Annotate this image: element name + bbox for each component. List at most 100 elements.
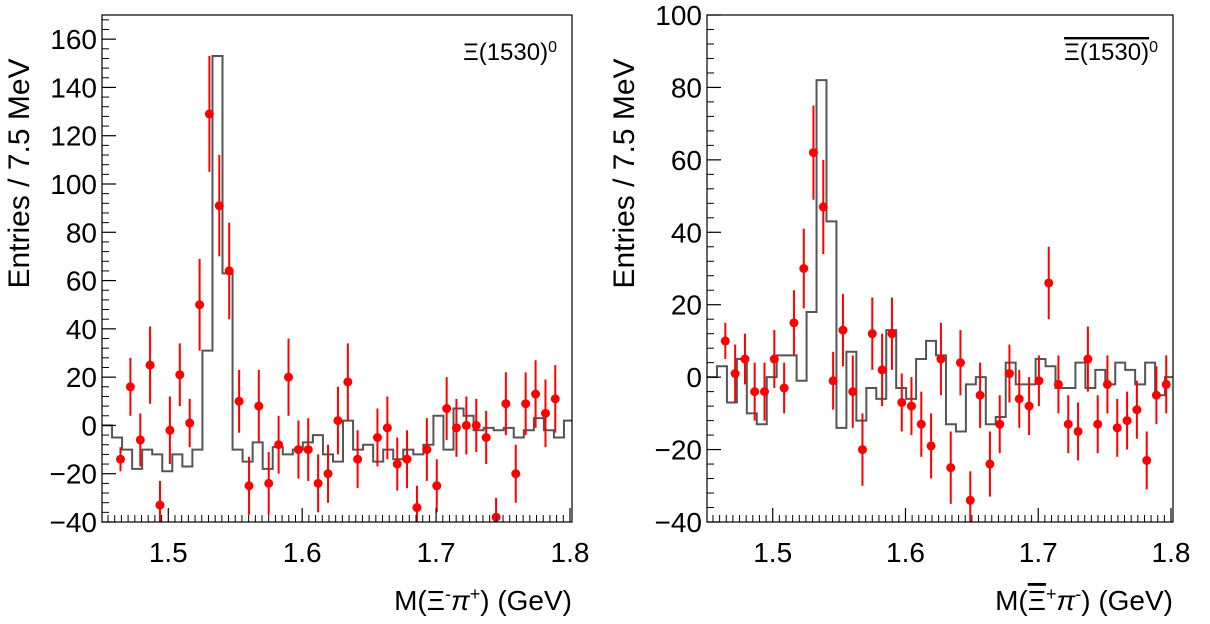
marker <box>857 445 867 455</box>
x-tick-label: 1.8 <box>1152 537 1191 568</box>
y-tick-label: 20 <box>671 290 702 321</box>
marker <box>1102 379 1112 389</box>
marker <box>422 445 432 455</box>
marker <box>343 377 353 387</box>
y-tick-label: 60 <box>671 145 702 176</box>
data-point <box>759 362 769 421</box>
data-point <box>1142 431 1152 490</box>
data-point <box>471 398 481 452</box>
marker <box>274 440 284 450</box>
x-axis-label-part: π <box>1056 585 1076 616</box>
plot-area <box>102 55 572 522</box>
marker <box>204 109 214 119</box>
marker <box>175 370 185 380</box>
marker <box>759 387 769 397</box>
data-point <box>975 362 985 428</box>
mc-histogram <box>102 55 572 473</box>
marker <box>165 425 175 435</box>
marker <box>1044 278 1054 288</box>
data-point <box>155 480 165 522</box>
data-point <box>234 369 244 433</box>
marker <box>1063 419 1073 429</box>
marker <box>284 372 294 382</box>
y-tick-label: 40 <box>671 217 702 248</box>
marker <box>946 463 956 473</box>
y-tick-label: 80 <box>671 72 702 103</box>
data-point <box>789 290 799 356</box>
marker <box>185 418 195 428</box>
data-point <box>422 418 432 481</box>
x-axis: 1.5 1.6 1.7 1.8 <box>107 508 589 568</box>
marker <box>323 469 333 479</box>
x-axis-label: M(Ξ-π+) (GeV) <box>394 584 572 616</box>
marker <box>1024 401 1034 411</box>
data-point <box>195 258 205 351</box>
data-point <box>1161 355 1171 414</box>
data-point <box>848 355 858 428</box>
marker <box>293 445 303 455</box>
marker <box>955 358 965 368</box>
marker <box>155 500 165 510</box>
panel-title-superscript: 0 <box>1149 39 1158 56</box>
data-point <box>145 326 155 404</box>
data-point <box>730 344 740 403</box>
marker <box>214 201 224 211</box>
data-point <box>412 485 422 522</box>
data-point <box>432 459 442 513</box>
marker <box>432 481 442 491</box>
marker <box>995 419 1005 429</box>
data-point <box>372 408 382 467</box>
panel-title: Ξ(1530)0 <box>463 39 557 67</box>
data-point <box>550 365 560 433</box>
marker <box>779 383 789 393</box>
marker <box>1112 423 1122 433</box>
marker <box>1132 405 1142 415</box>
marker <box>521 399 531 409</box>
data-point <box>1004 344 1014 403</box>
data-point <box>204 56 214 172</box>
data-point <box>808 105 818 200</box>
marker <box>916 419 926 429</box>
data-point <box>1063 395 1073 454</box>
data-point <box>264 451 274 515</box>
marker <box>501 399 511 409</box>
data-point <box>1122 391 1132 450</box>
marker <box>1034 376 1044 386</box>
x-tick-label: 1.6 <box>283 537 322 568</box>
data-point <box>442 377 452 440</box>
marker <box>471 420 481 430</box>
data-point <box>965 471 975 522</box>
data-point <box>333 386 343 455</box>
marker <box>461 420 471 430</box>
data-point <box>175 343 185 407</box>
marker <box>481 433 491 442</box>
marker <box>333 416 343 426</box>
data-point <box>828 351 838 410</box>
marker <box>451 423 461 433</box>
marker <box>392 459 402 469</box>
marker <box>195 300 205 310</box>
marker <box>828 376 838 386</box>
data-point <box>274 415 284 474</box>
data-point <box>720 322 730 360</box>
marker <box>264 478 274 488</box>
panel-title: Ξ(1530)0 <box>1064 39 1158 67</box>
marker <box>372 433 382 442</box>
data-point <box>451 398 461 457</box>
data-point <box>740 333 750 385</box>
data-point <box>995 395 1005 454</box>
x-axis-label: M(Ξ+π-) (GeV) <box>995 584 1173 616</box>
marker <box>720 336 730 346</box>
marker <box>740 354 750 364</box>
marker <box>1122 416 1132 426</box>
data-point <box>1151 366 1161 425</box>
data-point <box>1034 355 1044 407</box>
chart-panel-1: −40 −20 0 20 40 60 80 100 120 140 160 1.5 1.6 1.7 1.8 E… <box>3 14 589 616</box>
data-point <box>521 372 531 436</box>
panel-title-main: Ξ(1530) <box>1064 39 1149 66</box>
data-point <box>402 430 412 489</box>
marker <box>125 382 135 392</box>
data-point <box>135 413 145 467</box>
marker <box>1161 379 1171 389</box>
